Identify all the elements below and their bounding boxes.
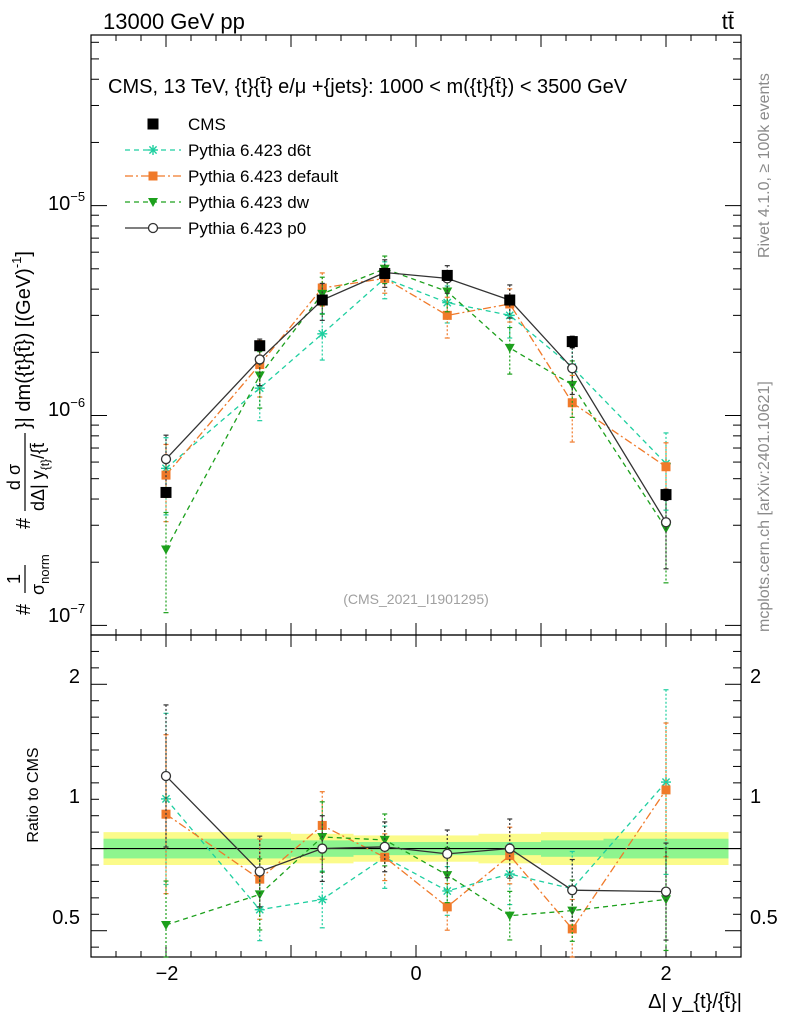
ratio-line-pythia-6-423-p0 (165, 775, 667, 893)
x-tick-label-0: 0 (410, 963, 421, 985)
legend-label-pythia-6-423-dw: Pythia 6.423 dw (188, 193, 310, 212)
axes-ticks (90, 35, 742, 957)
ratio-panel-frame (90, 634, 742, 958)
ratio-line-pythia-6-423-dw (165, 836, 667, 926)
svg-text:#: # (13, 517, 35, 529)
series-line-pythia-6-423-dw (165, 268, 667, 550)
y-tick-label-1e-7: 10−7 (48, 601, 85, 627)
legend-marker-pythia-6-423-dw (148, 198, 158, 207)
point-cms (379, 267, 391, 279)
main-series-group (160, 255, 672, 614)
point-pythia-6-423-default (661, 462, 671, 472)
x-tick-label-2: 2 (660, 963, 671, 985)
series-line-pythia-6-423-d6t (165, 277, 667, 469)
ratio-tick-label-2-left: 2 (69, 666, 80, 688)
ratio-tick-label-05-right: 0.5 (750, 907, 778, 929)
point-pythia-6-423-dw (504, 343, 515, 353)
ratio-point-pythia-6-423-p0 (379, 841, 390, 852)
point-pythia-6-423-p0 (567, 363, 578, 374)
ratio-point-pythia-6-423-dw (567, 906, 578, 916)
legend-label-pythia-6-423-d6t: Pythia 6.423 d6t (188, 141, 311, 160)
point-cms (316, 294, 328, 306)
process-label: tt̄ (722, 9, 734, 34)
point-pythia-6-423-p0 (254, 354, 265, 365)
ratio-line-pythia-6-423-d6t (165, 781, 667, 911)
y-tick-label-1e-5: 10−5 (48, 189, 85, 215)
ratio-point-pythia-6-423-d6t (504, 869, 515, 880)
point-cms (254, 340, 266, 352)
star-stroke (661, 777, 671, 787)
rivet-version-label: Rivet 4.1.0, ≥ 100k events (756, 73, 773, 258)
ratio-point-pythia-6-423-p0 (504, 843, 515, 854)
series-line-pythia-6-423-p0 (165, 271, 667, 523)
svg-text:1: 1 (4, 574, 24, 584)
series-line-pythia-6-423-default (165, 277, 667, 476)
ratio-point-pythia-6-423-p0 (660, 886, 672, 897)
legend-marker-pythia-6-423-default (148, 171, 158, 181)
ratio-point-pythia-6-423-p0 (254, 866, 265, 877)
beam-label: 13000 GeV pp (103, 9, 245, 34)
legend-marker-pythia-6-423-d6t (148, 145, 158, 155)
svg-text:dΔ| y{t}/{t̄: dΔ| y{t}/{t̄ (28, 443, 52, 511)
star-stroke (505, 869, 514, 879)
point-cms (441, 269, 453, 281)
x-tick-label-m2: −2 (156, 963, 179, 985)
point-pythia-6-423-default (442, 310, 452, 320)
ratio-tick-label-1-right: 1 (750, 786, 761, 808)
legend-label-pythia-6-423-default: Pythia 6.423 default (188, 167, 339, 186)
svg-text:d σ: d σ (4, 464, 24, 490)
point-pythia-6-423-default (161, 470, 171, 480)
main-y-axis-label: # 1 σnorm # d σ dΔ| y{t}/{t̄ }| dm({t}{t… (4, 251, 52, 615)
ratio-series-group (160, 689, 672, 958)
ratio-point-pythia-6-423-d6t (254, 904, 265, 915)
point-cms (160, 486, 172, 498)
svg-text:#: # (13, 603, 35, 615)
ratio-point-pythia-6-423-dw (504, 911, 515, 921)
svg-text:σnorm: σnorm (28, 554, 52, 595)
point-cms (504, 294, 516, 306)
legend-label-cms: CMS (188, 115, 226, 134)
ratio-point-pythia-6-423-d6t (317, 894, 328, 905)
ratio-point-pythia-6-423-dw (254, 890, 265, 900)
ratio-point-pythia-6-423-p0 (160, 770, 172, 782)
star-stroke (443, 886, 452, 896)
ratio-tick-label-1-left: 1 (69, 786, 80, 808)
point-pythia-6-423-d6t (317, 328, 328, 339)
ratio-point-pythia-6-423-dw (161, 920, 171, 930)
point-cms (660, 489, 672, 501)
star-stroke (318, 895, 327, 904)
ratio-point-pythia-6-423-d6t (442, 885, 453, 896)
svg-text:}| dm({t}{t̄}) [(GeV)-1]: }| dm({t}{t̄}) [(GeV)-1] (9, 251, 35, 429)
point-pythia-6-423-dw (442, 287, 453, 297)
legend-marker-cms (147, 118, 159, 130)
ratio-tick-label-2-right: 2 (750, 666, 761, 688)
ratio-point-pythia-6-423-default (661, 785, 671, 795)
ratio-point-pythia-6-423-p0 (442, 848, 453, 860)
ratio-y-axis-label: Ratio to CMS (25, 747, 42, 842)
ratio-tick-label-05-left: 0.5 (52, 907, 80, 929)
ratio-point-pythia-6-423-dw (379, 835, 390, 845)
legend-marker-pythia-6-423-p0 (147, 222, 159, 234)
point-pythia-6-423-dw (161, 545, 171, 555)
ratio-point-pythia-6-423-p0 (567, 885, 578, 896)
point-pythia-6-423-dw (317, 289, 328, 299)
mcplots-credit-label: mcplots.cern.ch [arXiv:2401.10621] (756, 381, 773, 632)
legend-label-pythia-6-423-p0: Pythia 6.423 p0 (188, 219, 306, 238)
ratio-line-pythia-6-423-default (165, 789, 667, 930)
analysis-tag: (CMS_2021_I1901295) (343, 591, 489, 607)
ratio-point-pythia-6-423-default (380, 852, 390, 862)
star-stroke (318, 329, 327, 338)
ratio-point-pythia-6-423-default (442, 902, 452, 912)
y-tick-label-1e-6: 10−6 (48, 395, 85, 421)
point-pythia-6-423-p0 (660, 517, 672, 528)
x-axis-label: Δ| y_{t}/{t̄}| (648, 991, 742, 1013)
plot-title: CMS, 13 TeV, {t}{t̄} e/μ +{jets}: 1000 <… (108, 76, 628, 98)
ratio-point-pythia-6-423-p0 (317, 843, 328, 854)
point-pythia-6-423-p0 (160, 453, 172, 465)
star-stroke (148, 145, 158, 155)
point-cms (566, 336, 578, 348)
legend: CMS Pythia 6.423 d6t Pythia 6.423 default P… (125, 115, 339, 238)
